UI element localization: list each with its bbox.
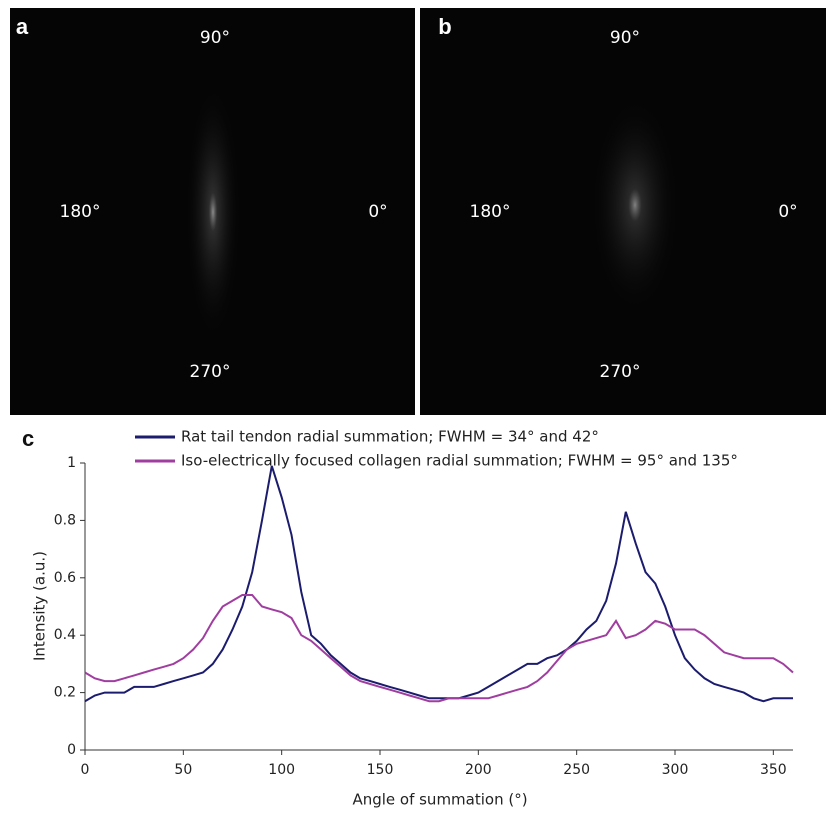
y-tick-label: 0.6	[54, 570, 76, 586]
angle-label: 0°	[368, 202, 387, 222]
y-tick-label: 0.8	[54, 512, 76, 528]
angle-label: 180°	[60, 202, 101, 222]
panel-label: b	[438, 14, 451, 39]
panel-label: a	[16, 14, 29, 39]
y-axis-title: Intensity (a.u.)	[31, 551, 49, 661]
angle-label: 90°	[610, 28, 640, 48]
series-line	[84, 594, 794, 703]
legend-label: Iso-electrically focused collagen radial…	[181, 452, 738, 470]
x-tick-label: 350	[760, 762, 787, 778]
y-tick-label: 0.2	[54, 685, 76, 701]
x-axis-title: Angle of summation (°)	[352, 791, 527, 809]
x-tick-label: 200	[465, 762, 492, 778]
angle-label: 180°	[470, 202, 511, 222]
x-tick-label: 50	[174, 762, 192, 778]
y-tick-label: 0	[67, 742, 76, 758]
angle-label: 0°	[778, 202, 797, 222]
y-tick-label: 1	[67, 455, 76, 471]
angle-label: 90°	[200, 28, 230, 48]
panel-label: c	[22, 426, 34, 451]
x-tick-label: 250	[563, 762, 590, 778]
angle-label: 270°	[190, 362, 231, 382]
x-tick-label: 0	[81, 762, 90, 778]
legend-label: Rat tail tendon radial summation; FWHM =…	[181, 428, 599, 446]
diffraction-pattern	[590, 95, 680, 315]
x-tick-label: 100	[268, 762, 295, 778]
diffraction-pattern	[185, 82, 241, 342]
y-tick-label: 0.4	[54, 627, 76, 643]
x-tick-label: 150	[367, 762, 394, 778]
x-tick-label: 300	[662, 762, 689, 778]
angle-label: 270°	[600, 362, 641, 382]
series-line	[84, 465, 793, 703]
